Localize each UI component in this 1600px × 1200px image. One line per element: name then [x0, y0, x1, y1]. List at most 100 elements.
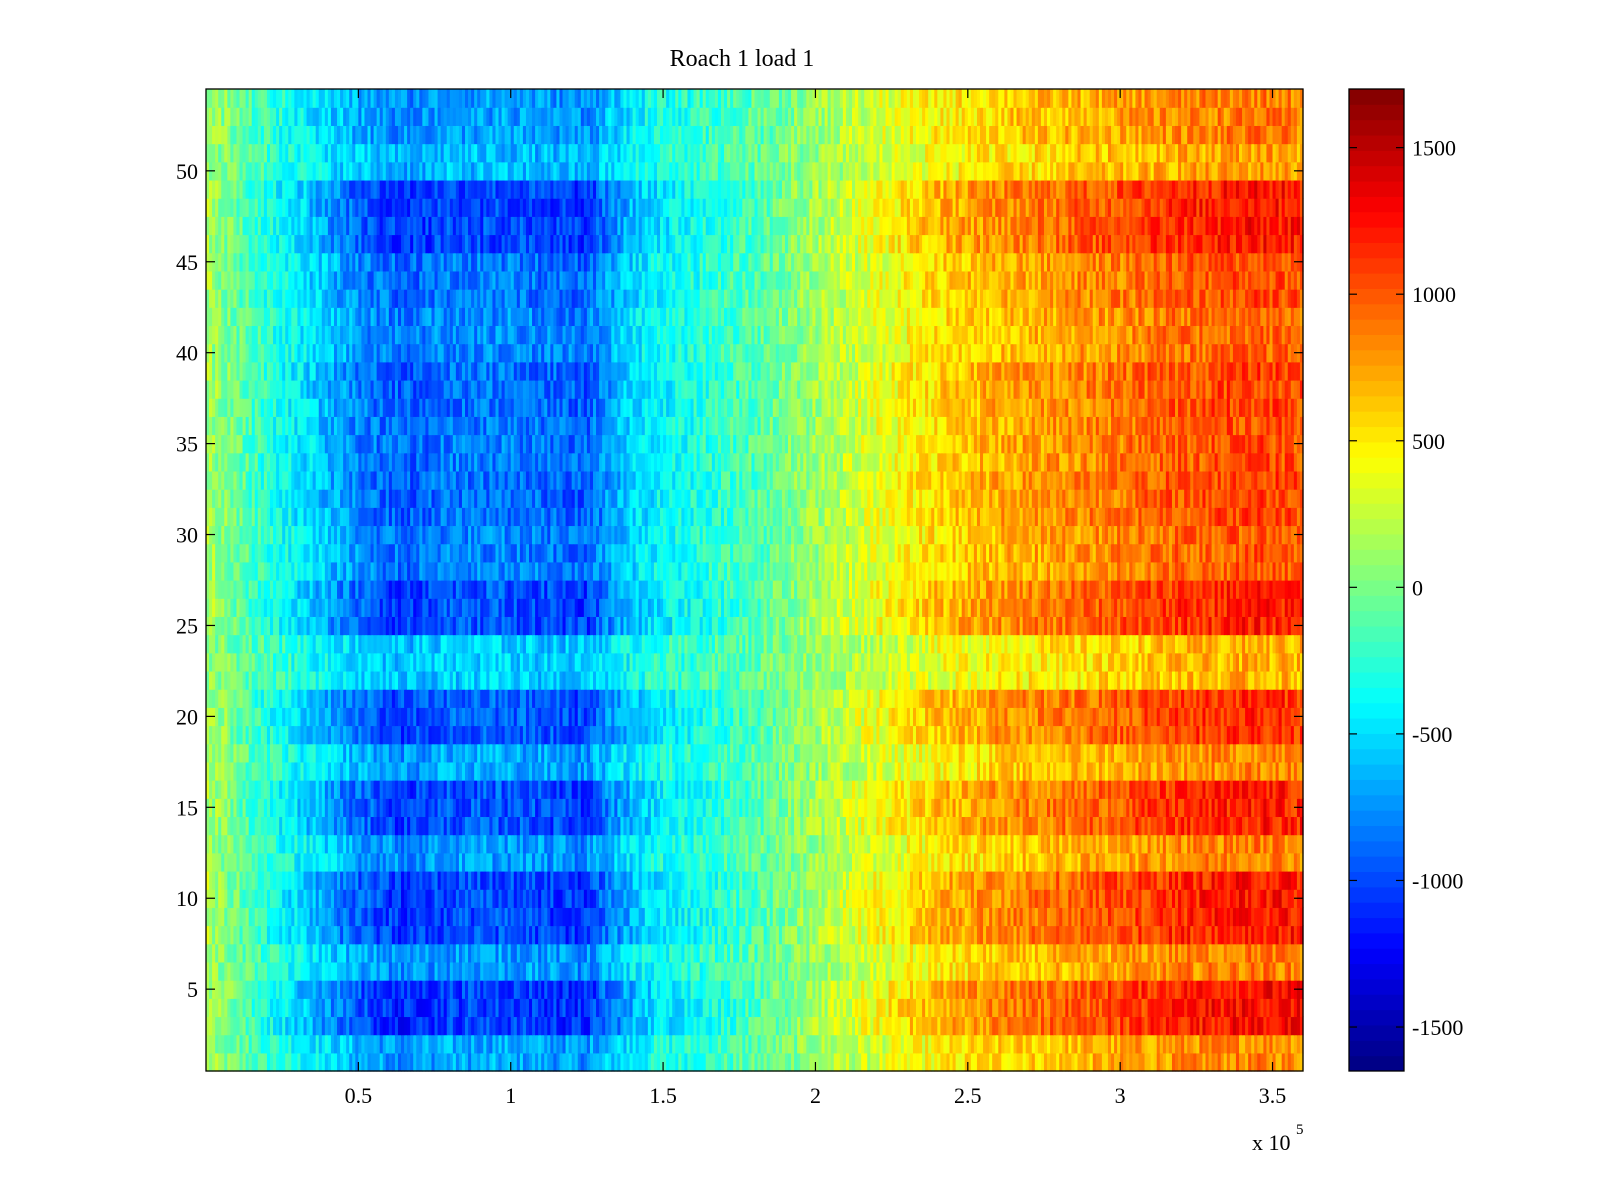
heatmap-cell — [562, 1016, 567, 1036]
heatmap-cell — [562, 870, 567, 890]
heatmap-cell — [611, 889, 615, 908]
heatmap-cell — [778, 998, 783, 1018]
heatmap-cell — [437, 889, 442, 908]
heatmap-cell — [952, 1034, 957, 1054]
heatmap-cell — [346, 889, 350, 908]
heatmap-cell — [864, 1016, 868, 1036]
heatmap-cell — [236, 1052, 241, 1072]
heatmap-cell — [1138, 943, 1143, 963]
heatmap-cell — [1287, 980, 1292, 999]
heatmap-cell — [428, 889, 433, 908]
heatmap-cell — [346, 1052, 350, 1072]
heatmap-cell — [1199, 889, 1204, 908]
heatmap-cell — [1220, 1052, 1225, 1072]
heatmap-cell — [775, 925, 780, 945]
heatmap-cell — [1235, 961, 1240, 981]
heatmap-cell — [775, 1034, 780, 1054]
heatmap-cell — [952, 961, 957, 981]
heatmap-cell — [379, 816, 384, 836]
heatmap-cell — [586, 1016, 591, 1036]
heatmap-cell — [720, 961, 725, 981]
heatmap-cell — [382, 870, 387, 890]
heatmap-cell — [1162, 889, 1167, 908]
heatmap-cell — [973, 998, 978, 1018]
heatmap-cell — [416, 943, 420, 963]
heatmap-cell — [852, 980, 856, 999]
heatmap-cell — [1114, 870, 1118, 890]
heatmap-cell — [983, 1052, 987, 1072]
heatmap-cell — [303, 943, 308, 963]
heatmap-cell — [583, 889, 588, 908]
heatmap-cell — [647, 852, 652, 872]
heatmap-cell — [401, 870, 405, 890]
heatmap-cell — [1208, 925, 1213, 945]
heatmap-cell — [739, 834, 743, 854]
heatmap-cell — [717, 998, 722, 1018]
heatmap-cell — [1245, 870, 1249, 890]
heatmap-cell — [379, 1052, 384, 1072]
heatmap-cell — [922, 816, 926, 836]
heatmap-cell — [1287, 852, 1292, 872]
heatmap-cell — [873, 1016, 877, 1036]
heatmap-cell — [486, 834, 490, 854]
heatmap-cell — [845, 925, 850, 945]
heatmap-cell — [696, 961, 701, 981]
heatmap-cell — [285, 1052, 289, 1072]
heatmap-cell — [845, 852, 850, 872]
heatmap-cell — [656, 1052, 661, 1072]
heatmap-cell — [577, 907, 582, 927]
heatmap-cell — [1107, 834, 1112, 854]
heatmap-cell — [1034, 998, 1039, 1018]
heatmap-cell — [1077, 998, 1082, 1018]
heatmap-cell — [1135, 852, 1140, 872]
heatmap-cell — [1007, 925, 1012, 945]
heatmap-cell — [995, 925, 999, 945]
heatmap-cell — [440, 925, 445, 945]
heatmap-cell — [1153, 852, 1158, 872]
heatmap-cell — [300, 834, 305, 854]
heatmap-cell — [690, 998, 695, 1018]
heatmap-cell — [596, 961, 600, 981]
heatmap-cell — [720, 907, 725, 927]
heatmap-cell — [803, 816, 807, 836]
heatmap-cell — [324, 1034, 329, 1054]
heatmap-cell — [416, 870, 420, 890]
heatmap-cell — [1266, 1034, 1271, 1054]
heatmap-cell — [958, 889, 963, 908]
heatmap-cell — [251, 961, 256, 981]
heatmap-cell — [979, 925, 984, 945]
heatmap-cell — [212, 961, 216, 981]
heatmap-cell — [614, 816, 618, 836]
heatmap-cell — [315, 907, 320, 927]
heatmap-cell — [1059, 852, 1063, 872]
heatmap-cell — [815, 1016, 820, 1036]
heatmap-cell — [1132, 1016, 1137, 1036]
heatmap-cell — [733, 925, 737, 945]
heatmap-cell — [1141, 925, 1146, 945]
heatmap-cell — [1263, 1016, 1268, 1036]
heatmap-cell — [973, 1016, 978, 1036]
heatmap-cell — [349, 816, 353, 836]
heatmap-cell — [455, 925, 460, 945]
heatmap-cell — [663, 943, 667, 963]
heatmap-cell — [855, 1034, 859, 1054]
heatmap-cell — [1296, 907, 1301, 927]
heatmap-cell — [879, 834, 884, 854]
heatmap-cell — [870, 907, 874, 927]
heatmap-cell — [1010, 907, 1015, 927]
heatmap-cell — [638, 1016, 643, 1036]
heatmap-cell — [830, 1052, 835, 1072]
heatmap-cell — [1123, 1016, 1127, 1036]
heatmap-cell — [870, 998, 874, 1018]
heatmap-cell — [919, 961, 923, 981]
heatmap-cell — [1016, 907, 1021, 927]
heatmap-cell — [333, 925, 338, 945]
heatmap-cell — [1178, 834, 1182, 854]
heatmap-cell — [656, 816, 661, 836]
heatmap-cell — [635, 943, 640, 963]
heatmap-cell — [394, 961, 399, 981]
heatmap-cell — [419, 816, 423, 836]
heatmap-cell — [794, 907, 798, 927]
heatmap-cell — [791, 834, 795, 854]
heatmap-cell — [391, 998, 396, 1018]
